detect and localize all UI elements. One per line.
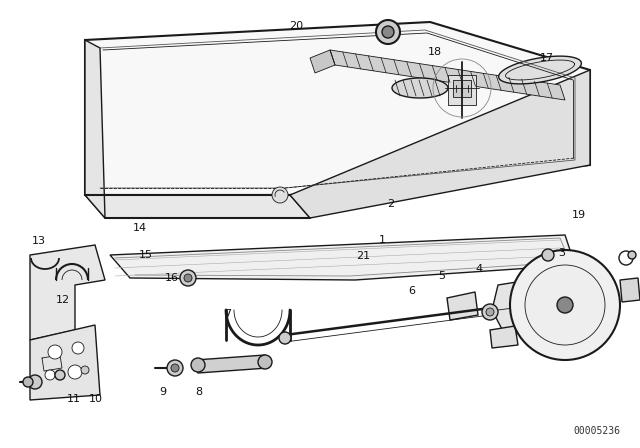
Circle shape: [258, 355, 272, 369]
Circle shape: [525, 265, 605, 345]
Text: 12: 12: [56, 295, 70, 305]
Circle shape: [167, 360, 183, 376]
Text: 6: 6: [408, 286, 415, 296]
Text: 5: 5: [438, 271, 445, 280]
Circle shape: [55, 370, 65, 380]
Text: 16: 16: [164, 273, 179, 283]
Circle shape: [72, 342, 84, 354]
Text: 3: 3: [559, 248, 565, 258]
Text: 2: 2: [387, 199, 394, 209]
Circle shape: [619, 251, 633, 265]
Circle shape: [23, 377, 33, 387]
Text: 8: 8: [195, 387, 202, 397]
Text: 19: 19: [572, 210, 586, 220]
Text: 17: 17: [540, 53, 554, 63]
Circle shape: [81, 366, 89, 374]
Text: 21: 21: [356, 251, 371, 261]
Polygon shape: [330, 50, 565, 100]
Circle shape: [171, 364, 179, 372]
Circle shape: [486, 308, 494, 316]
Polygon shape: [85, 195, 310, 218]
Polygon shape: [530, 325, 572, 347]
Polygon shape: [195, 355, 268, 373]
Polygon shape: [30, 245, 105, 340]
Text: 15: 15: [139, 250, 153, 260]
Text: 13: 13: [31, 236, 45, 246]
Text: 11: 11: [67, 394, 81, 404]
Text: 10: 10: [89, 394, 103, 404]
Polygon shape: [290, 70, 590, 218]
Circle shape: [628, 251, 636, 259]
Circle shape: [514, 302, 526, 314]
Circle shape: [382, 26, 394, 38]
Polygon shape: [110, 235, 575, 280]
Circle shape: [68, 365, 82, 379]
Circle shape: [48, 345, 62, 359]
Polygon shape: [85, 40, 105, 218]
Circle shape: [510, 250, 620, 360]
Circle shape: [28, 375, 42, 389]
Polygon shape: [492, 275, 565, 335]
Text: 18: 18: [428, 47, 442, 56]
Polygon shape: [620, 278, 640, 302]
Polygon shape: [392, 78, 448, 98]
Circle shape: [272, 187, 288, 203]
Circle shape: [184, 274, 192, 282]
Text: 1: 1: [380, 235, 386, 245]
Circle shape: [279, 332, 291, 344]
Circle shape: [542, 249, 554, 261]
Text: 00005236: 00005236: [573, 426, 620, 436]
Polygon shape: [30, 325, 100, 400]
Circle shape: [542, 300, 552, 310]
Text: 14: 14: [132, 223, 147, 233]
Circle shape: [45, 370, 55, 380]
Text: 20: 20: [289, 21, 303, 31]
Polygon shape: [447, 292, 478, 320]
Circle shape: [376, 20, 400, 44]
Text: 9: 9: [159, 387, 167, 397]
Text: 4: 4: [475, 264, 483, 274]
Polygon shape: [490, 326, 518, 348]
Circle shape: [557, 297, 573, 313]
Polygon shape: [453, 80, 471, 97]
Circle shape: [191, 358, 205, 372]
Polygon shape: [499, 56, 581, 84]
Polygon shape: [448, 75, 476, 105]
Polygon shape: [85, 22, 590, 195]
Polygon shape: [310, 50, 335, 73]
Text: 7: 7: [223, 309, 231, 319]
Circle shape: [180, 270, 196, 286]
Circle shape: [482, 304, 498, 320]
